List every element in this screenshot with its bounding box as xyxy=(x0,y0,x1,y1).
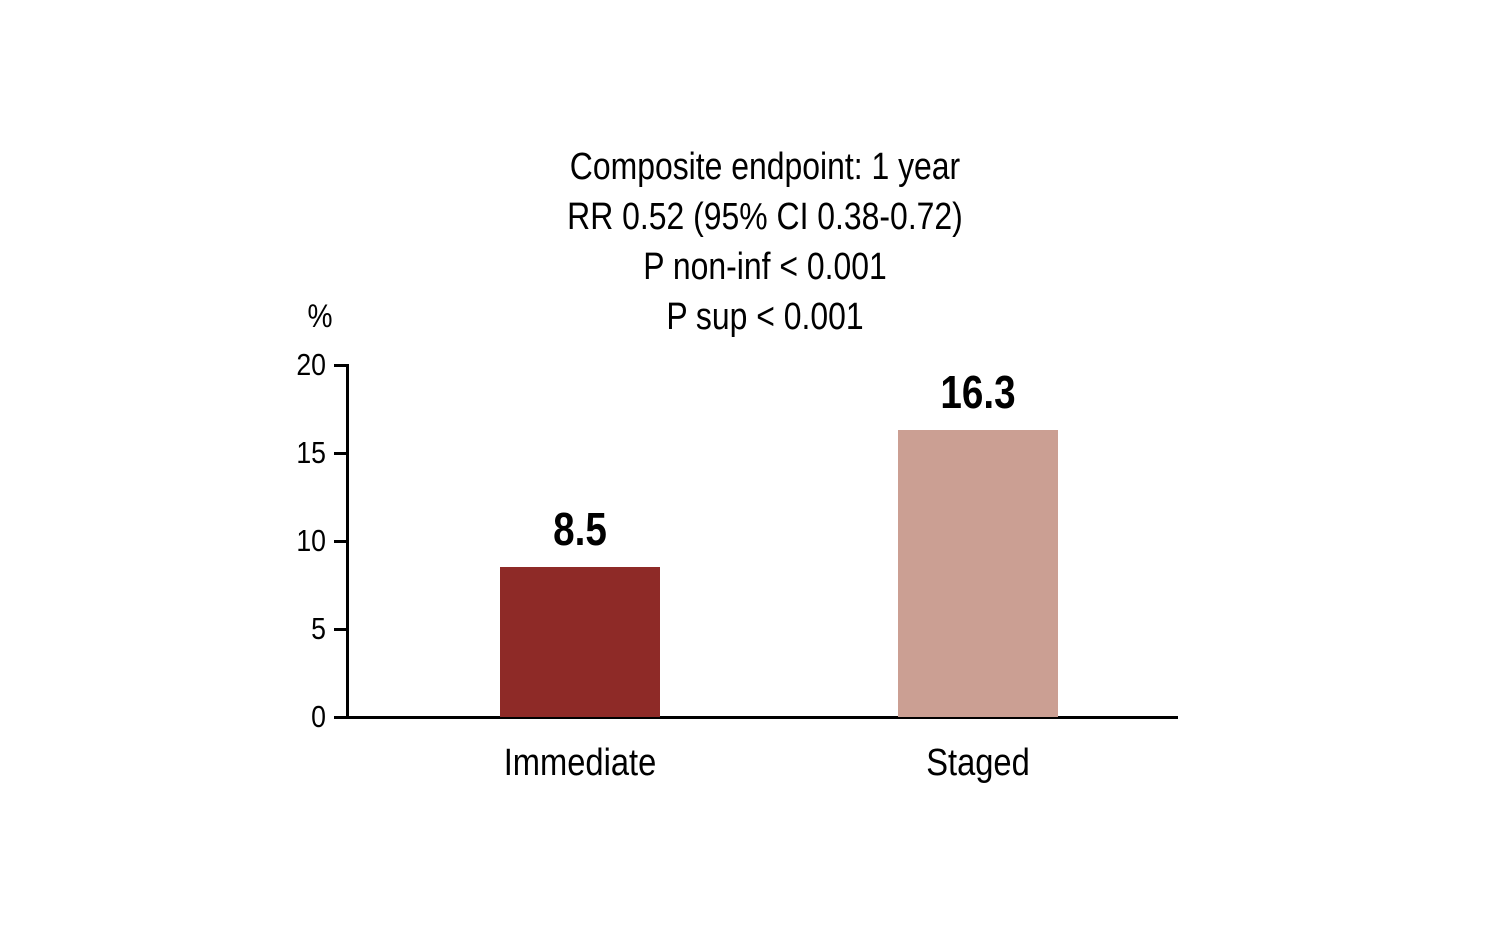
x-axis-line xyxy=(344,716,1178,719)
category-label-immediate: Immediate xyxy=(503,742,657,784)
y-tick-label: 10 xyxy=(296,523,326,558)
y-tick-mark xyxy=(334,451,349,455)
y-tick-mark xyxy=(334,539,349,543)
chart-header: Composite endpoint: 1 year RR 0.52 (95% … xyxy=(356,142,1174,342)
y-tick-label: 15 xyxy=(296,435,326,470)
bar-value-label-staged: 16.3 xyxy=(940,366,1016,419)
y-tick-mark xyxy=(334,363,349,367)
bar-value-label-immediate: 8.5 xyxy=(553,503,607,556)
chart-stat-line-rr: RR 0.52 (95% CI 0.38-0.72) xyxy=(567,196,963,238)
y-tick-mark xyxy=(334,715,349,719)
chart-stat-line-sup: P sup < 0.001 xyxy=(666,296,864,338)
bar-staged xyxy=(898,430,1058,717)
y-axis-unit-label: % xyxy=(307,298,333,334)
y-tick-label: 0 xyxy=(311,699,326,734)
bar-immediate xyxy=(500,567,660,717)
chart-stat-line-noninf: P non-inf < 0.001 xyxy=(643,246,887,288)
y-tick-label: 5 xyxy=(311,611,326,646)
chart-title: Composite endpoint: 1 year xyxy=(569,146,961,188)
y-tick-label: 20 xyxy=(296,347,326,382)
category-label-staged: Staged xyxy=(926,742,1030,784)
y-tick-mark xyxy=(334,627,349,631)
